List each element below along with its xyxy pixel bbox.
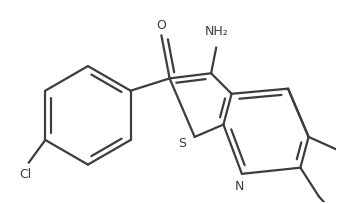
Text: N: N (235, 180, 245, 193)
Text: O: O (156, 19, 166, 32)
Text: Cl: Cl (20, 168, 32, 181)
Text: S: S (178, 136, 186, 150)
Text: NH₂: NH₂ (204, 25, 228, 38)
